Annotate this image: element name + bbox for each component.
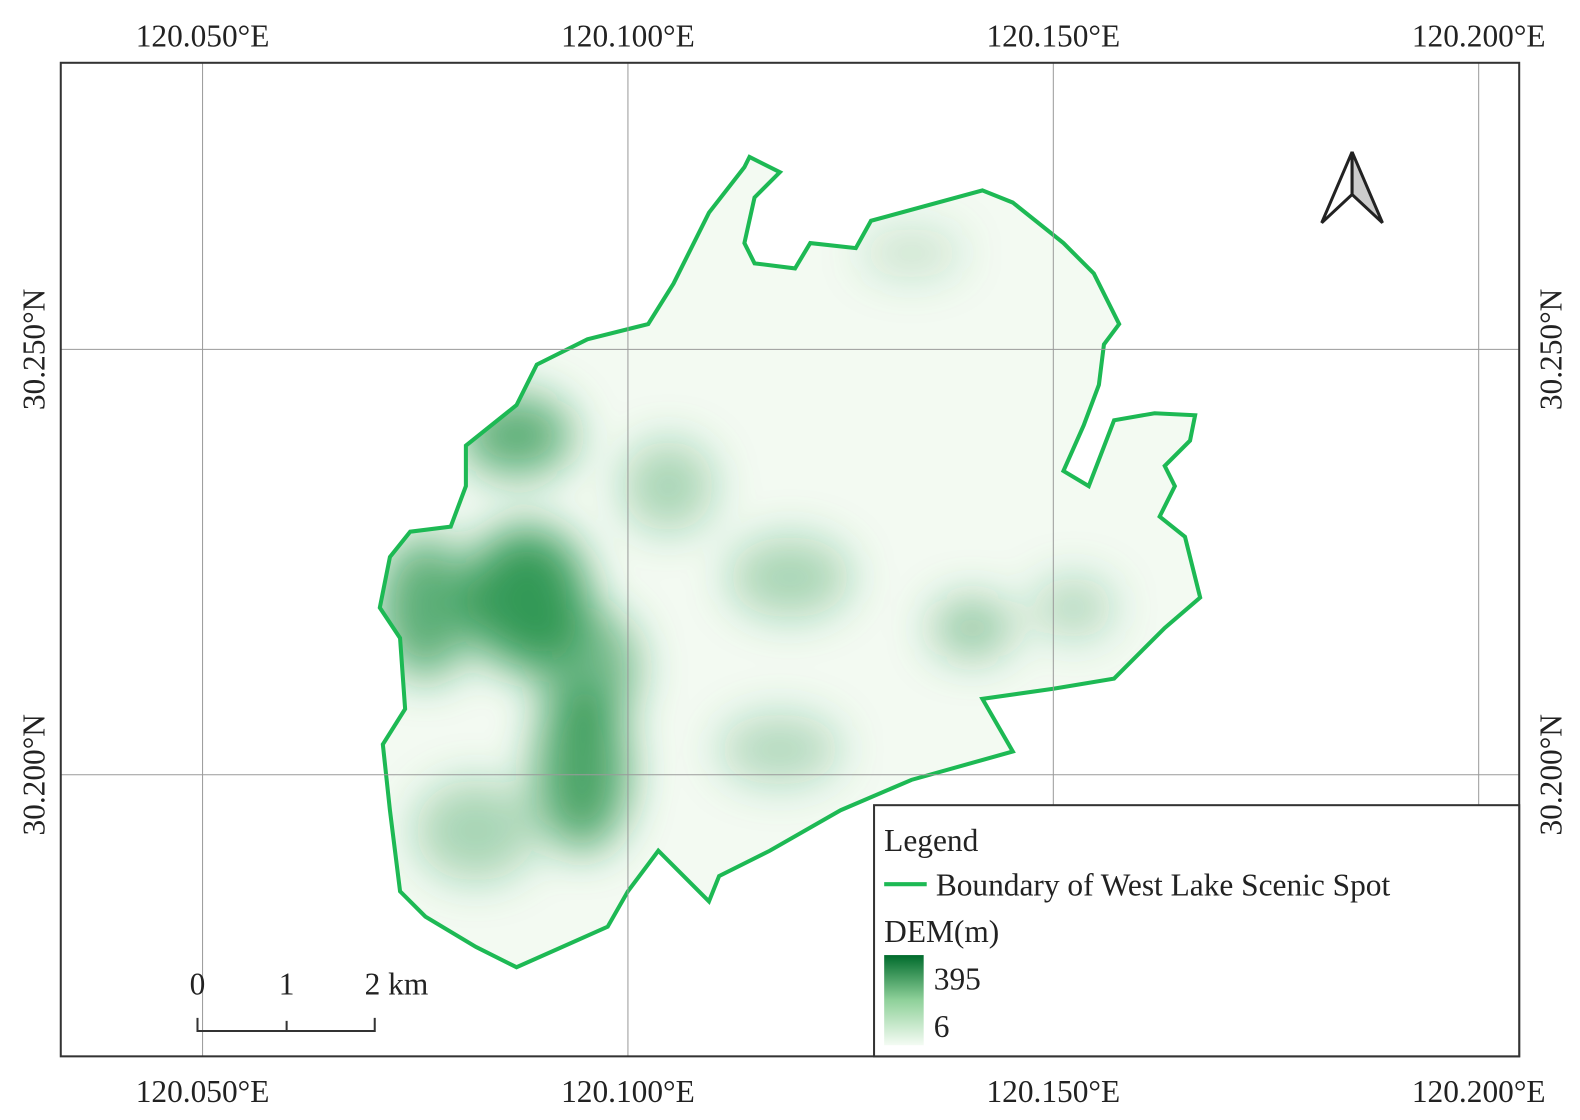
legend-title: Legend bbox=[884, 823, 978, 858]
x-label: 120.200°E bbox=[1412, 19, 1546, 54]
map-body: 120.050°E 120.100°E 120.150°E 120.200°E … bbox=[17, 19, 1569, 1109]
legend-dem-max: 395 bbox=[934, 962, 981, 997]
x-label: 120.100°E bbox=[561, 1074, 695, 1109]
x-label: 120.200°E bbox=[1412, 1074, 1546, 1109]
y-label: 30.250°N bbox=[17, 289, 52, 411]
x-label: 120.100°E bbox=[561, 19, 695, 54]
scale-bar: 0 1 2 km bbox=[190, 967, 429, 1033]
x-label: 120.050°E bbox=[136, 19, 270, 54]
legend: Legend Boundary of West Lake Scenic Spot… bbox=[873, 804, 1521, 1058]
x-label: 120.150°E bbox=[986, 1074, 1120, 1109]
graticule bbox=[60, 62, 1520, 1057]
dem-raster bbox=[379, 156, 1201, 968]
y-label: 30.250°N bbox=[1534, 289, 1569, 411]
y-label: 30.200°N bbox=[17, 714, 52, 836]
legend-dem-title: DEM(m) bbox=[884, 914, 999, 949]
north-arrow bbox=[1320, 151, 1384, 224]
scale-label: 2 km bbox=[365, 967, 429, 1002]
scale-label: 0 bbox=[190, 967, 206, 1002]
legend-dem-min: 6 bbox=[934, 1009, 950, 1044]
y-label: 30.200°N bbox=[1534, 714, 1569, 836]
scale-label: 1 bbox=[279, 967, 295, 1002]
legend-boundary: Boundary of West Lake Scenic Spot bbox=[936, 867, 1391, 902]
frame bbox=[59, 61, 1521, 1058]
x-label: 120.150°E bbox=[986, 19, 1120, 54]
x-label: 120.050°E bbox=[136, 1074, 270, 1109]
